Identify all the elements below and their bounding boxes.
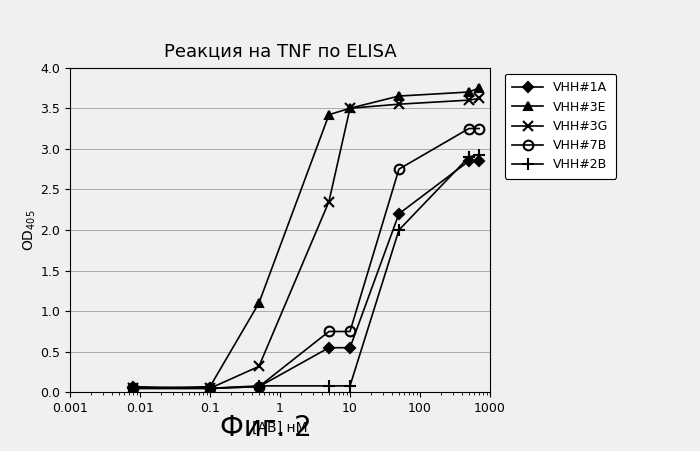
- VHH#7B: [129, 386, 137, 391]
- VHH#2B: [465, 154, 473, 160]
- VHH#1A: [129, 384, 137, 389]
- VHH#1A: [395, 211, 403, 216]
- VHH#3G: [129, 386, 137, 391]
- VHH#2B: [206, 386, 214, 391]
- VHH#1A: [255, 384, 263, 389]
- Legend: VHH#1A, VHH#3E, VHH#3G, VHH#7B, VHH#2B: VHH#1A, VHH#3E, VHH#3G, VHH#7B, VHH#2B: [505, 74, 616, 179]
- VHH#3E: [475, 85, 484, 91]
- Y-axis label: OD$_{405}$: OD$_{405}$: [21, 209, 38, 251]
- Title: Реакция на TNF по ELISA: Реакция на TNF по ELISA: [164, 42, 396, 60]
- VHH#7B: [475, 126, 484, 131]
- Line: VHH#3E: VHH#3E: [129, 84, 483, 392]
- VHH#2B: [395, 227, 403, 233]
- VHH#1A: [346, 345, 354, 350]
- VHH#7B: [395, 166, 403, 172]
- VHH#3G: [255, 364, 263, 369]
- VHH#1A: [325, 345, 333, 350]
- VHH#3E: [206, 384, 214, 389]
- VHH#3E: [255, 300, 263, 306]
- VHH#3E: [465, 89, 473, 95]
- VHH#2B: [325, 383, 333, 389]
- VHH#2B: [475, 152, 484, 157]
- VHH#3G: [346, 106, 354, 111]
- VHH#3E: [346, 106, 354, 111]
- VHH#3G: [465, 97, 473, 103]
- VHH#3G: [206, 386, 214, 391]
- VHH#7B: [465, 126, 473, 131]
- VHH#2B: [129, 386, 137, 391]
- VHH#1A: [475, 158, 484, 164]
- VHH#1A: [206, 386, 214, 391]
- VHH#3G: [395, 101, 403, 107]
- VHH#3E: [129, 386, 137, 391]
- Text: Фиг. 2: Фиг. 2: [220, 414, 312, 442]
- VHH#2B: [255, 383, 263, 389]
- Line: VHH#1A: VHH#1A: [130, 157, 482, 392]
- VHH#1A: [465, 158, 473, 164]
- VHH#3E: [325, 112, 333, 117]
- VHH#3G: [475, 96, 484, 101]
- Line: VHH#7B: VHH#7B: [128, 124, 484, 393]
- Line: VHH#3G: VHH#3G: [128, 94, 484, 393]
- X-axis label: [АВ] нМ: [АВ] нМ: [252, 421, 308, 435]
- VHH#2B: [346, 383, 354, 389]
- VHH#7B: [206, 386, 214, 391]
- VHH#3E: [395, 93, 403, 99]
- VHH#7B: [255, 384, 263, 389]
- VHH#7B: [325, 329, 333, 334]
- VHH#3G: [325, 199, 333, 204]
- Line: VHH#2B: VHH#2B: [127, 149, 484, 394]
- VHH#7B: [346, 329, 354, 334]
